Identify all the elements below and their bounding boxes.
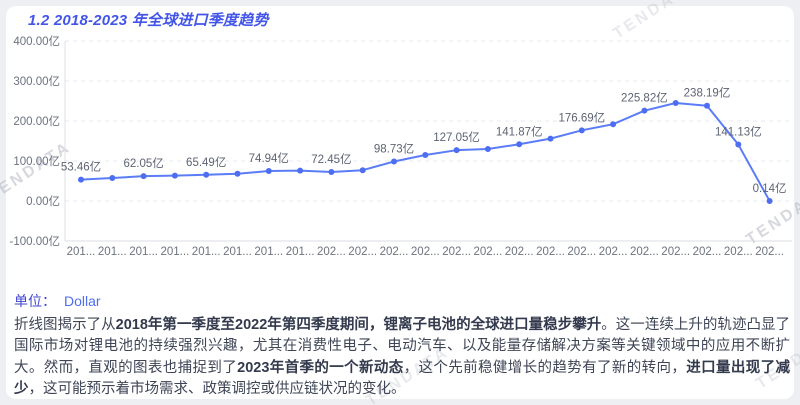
x-tick-label: 202... <box>348 246 377 258</box>
y-tick-label: -100.00亿 <box>9 235 60 248</box>
x-tick-label: 201... <box>161 246 190 258</box>
data-point <box>203 171 210 178</box>
data-point <box>422 152 429 158</box>
data-point <box>109 175 116 181</box>
x-tick-label: 202... <box>630 246 659 258</box>
section-title: 1.2 2018-2023 年全球进口季度趋势 <box>28 12 269 29</box>
data-point-label: 141.13亿 <box>715 126 762 139</box>
x-tick-label: 201... <box>223 246 252 258</box>
y-tick-label: 400.00亿 <box>13 35 60 48</box>
y-tick-label: 0.00亿 <box>26 195 60 208</box>
data-point <box>672 100 679 106</box>
data-point <box>328 169 335 176</box>
data-point <box>610 121 617 128</box>
data-point <box>78 176 84 183</box>
x-tick-label: 202... <box>411 246 440 258</box>
data-point-label: 98.73亿 <box>374 143 414 156</box>
x-tick-label: 202... <box>536 246 565 258</box>
x-tick-label: 202... <box>380 246 409 258</box>
data-point <box>265 168 272 175</box>
trend-line <box>80 102 771 202</box>
analysis-paragraph: 折线图揭示了从2018年第一季度至2022年第四季度期间，锂离子电池的全球进口量… <box>14 315 790 400</box>
x-tick-label: 202... <box>317 246 346 258</box>
data-point-label: 141.87亿 <box>496 125 543 138</box>
body-text: ，这个先前稳健增长的趋势有了新的转向， <box>403 359 687 376</box>
data-point <box>359 167 366 174</box>
data-point <box>171 172 178 179</box>
data-point <box>578 127 585 134</box>
data-point-label: 62.05亿 <box>123 157 163 170</box>
y-tick-label: 200.00亿 <box>13 115 60 128</box>
body-text: ，这可能预示着市场需求、政策调控或供应链状况的变化。 <box>28 380 406 397</box>
x-tick-label: 201... <box>98 246 127 258</box>
body-text: 。这一连续上升的轨迹凸显了国际市场对锂电池的持续强烈兴趣，尤其在消费性电子、电动… <box>14 317 791 376</box>
x-tick-label: 201... <box>67 246 96 258</box>
x-tick-label: 202... <box>755 246 784 258</box>
highlight-text: 2018年第一季度至2022年第四季度期间，锂离子电池的全球进口量稳步攀升 <box>115 317 602 333</box>
data-point <box>547 135 554 142</box>
data-point-label: 225.82亿 <box>621 92 668 105</box>
x-tick-label: 202... <box>474 246 503 258</box>
y-tick-label: 100.00亿 <box>13 155 60 168</box>
data-point-label: 74.94亿 <box>249 152 289 165</box>
data-point <box>766 197 773 204</box>
x-tick-label: 202... <box>661 246 690 258</box>
data-point <box>641 107 648 114</box>
x-tick-label: 202... <box>599 246 628 258</box>
x-tick-label: 202... <box>567 246 596 258</box>
data-point <box>484 146 491 152</box>
x-tick-label: 202... <box>505 246 534 258</box>
data-point <box>735 141 742 148</box>
unit-value: Dollar <box>64 293 101 309</box>
highlight-text: 进口量出现了减少 <box>14 359 791 397</box>
x-tick-label: 201... <box>254 246 283 258</box>
unit-row: 单位： Dollar <box>14 291 101 311</box>
data-point-label: 238.19亿 <box>684 87 731 100</box>
data-point-label: 176.69亿 <box>558 111 605 124</box>
data-point <box>516 141 523 148</box>
data-point <box>234 170 241 177</box>
x-tick-label: 202... <box>693 246 722 258</box>
x-tick-label: 202... <box>724 246 753 258</box>
data-point <box>453 147 460 154</box>
data-point <box>297 167 304 174</box>
unit-label: 单位： <box>14 293 56 309</box>
data-point-label: 65.49亿 <box>186 156 226 169</box>
import-trend-line-chart: 400.00亿 300.00亿 200.00亿 100.00亿 0.00亿 -100.00… <box>9 35 792 258</box>
x-tick-label: 201... <box>192 246 221 258</box>
data-point <box>391 158 397 165</box>
report-card <box>6 6 794 399</box>
data-point <box>704 102 710 109</box>
body-text: 折线图揭示了从 <box>14 317 116 333</box>
x-tick-label: 201... <box>286 246 315 258</box>
y-tick-label: 300.00亿 <box>13 75 60 88</box>
data-point-label: 72.45亿 <box>311 153 351 166</box>
highlight-text: 2023年首季的一个新动态 <box>237 359 404 376</box>
data-point-label: 0.14亿 <box>753 182 787 195</box>
x-tick-label: 201... <box>129 246 158 258</box>
data-point <box>140 173 147 180</box>
x-tick-label: 202... <box>442 246 471 258</box>
data-point-label: 53.46亿 <box>61 161 101 174</box>
data-point-label: 127.05亿 <box>433 131 480 144</box>
